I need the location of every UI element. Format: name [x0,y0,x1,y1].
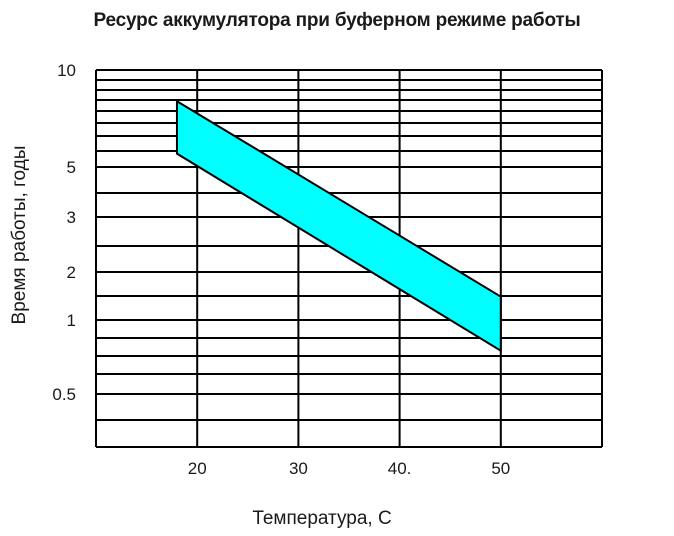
y-tick-label: 10 [57,61,76,80]
x-tick-label: 40. [388,459,412,478]
x-tick-label: 30 [289,459,308,478]
x-tick-label: 20 [188,459,207,478]
y-tick-label: 3 [67,208,76,227]
y-tick-label: 1 [67,311,76,330]
y-tick-label: 2 [67,263,76,282]
y-tick-label: 0.5 [52,385,76,404]
x-tick-label: 50 [491,459,510,478]
x-axis-label: Температура, С [252,508,391,529]
y-tick-label: 5 [67,158,76,177]
chart-title: Ресурс аккумулятора при буферном режиме … [93,10,581,31]
range-band [175,99,502,353]
y-axis-label: Время работы, годы [9,146,30,325]
